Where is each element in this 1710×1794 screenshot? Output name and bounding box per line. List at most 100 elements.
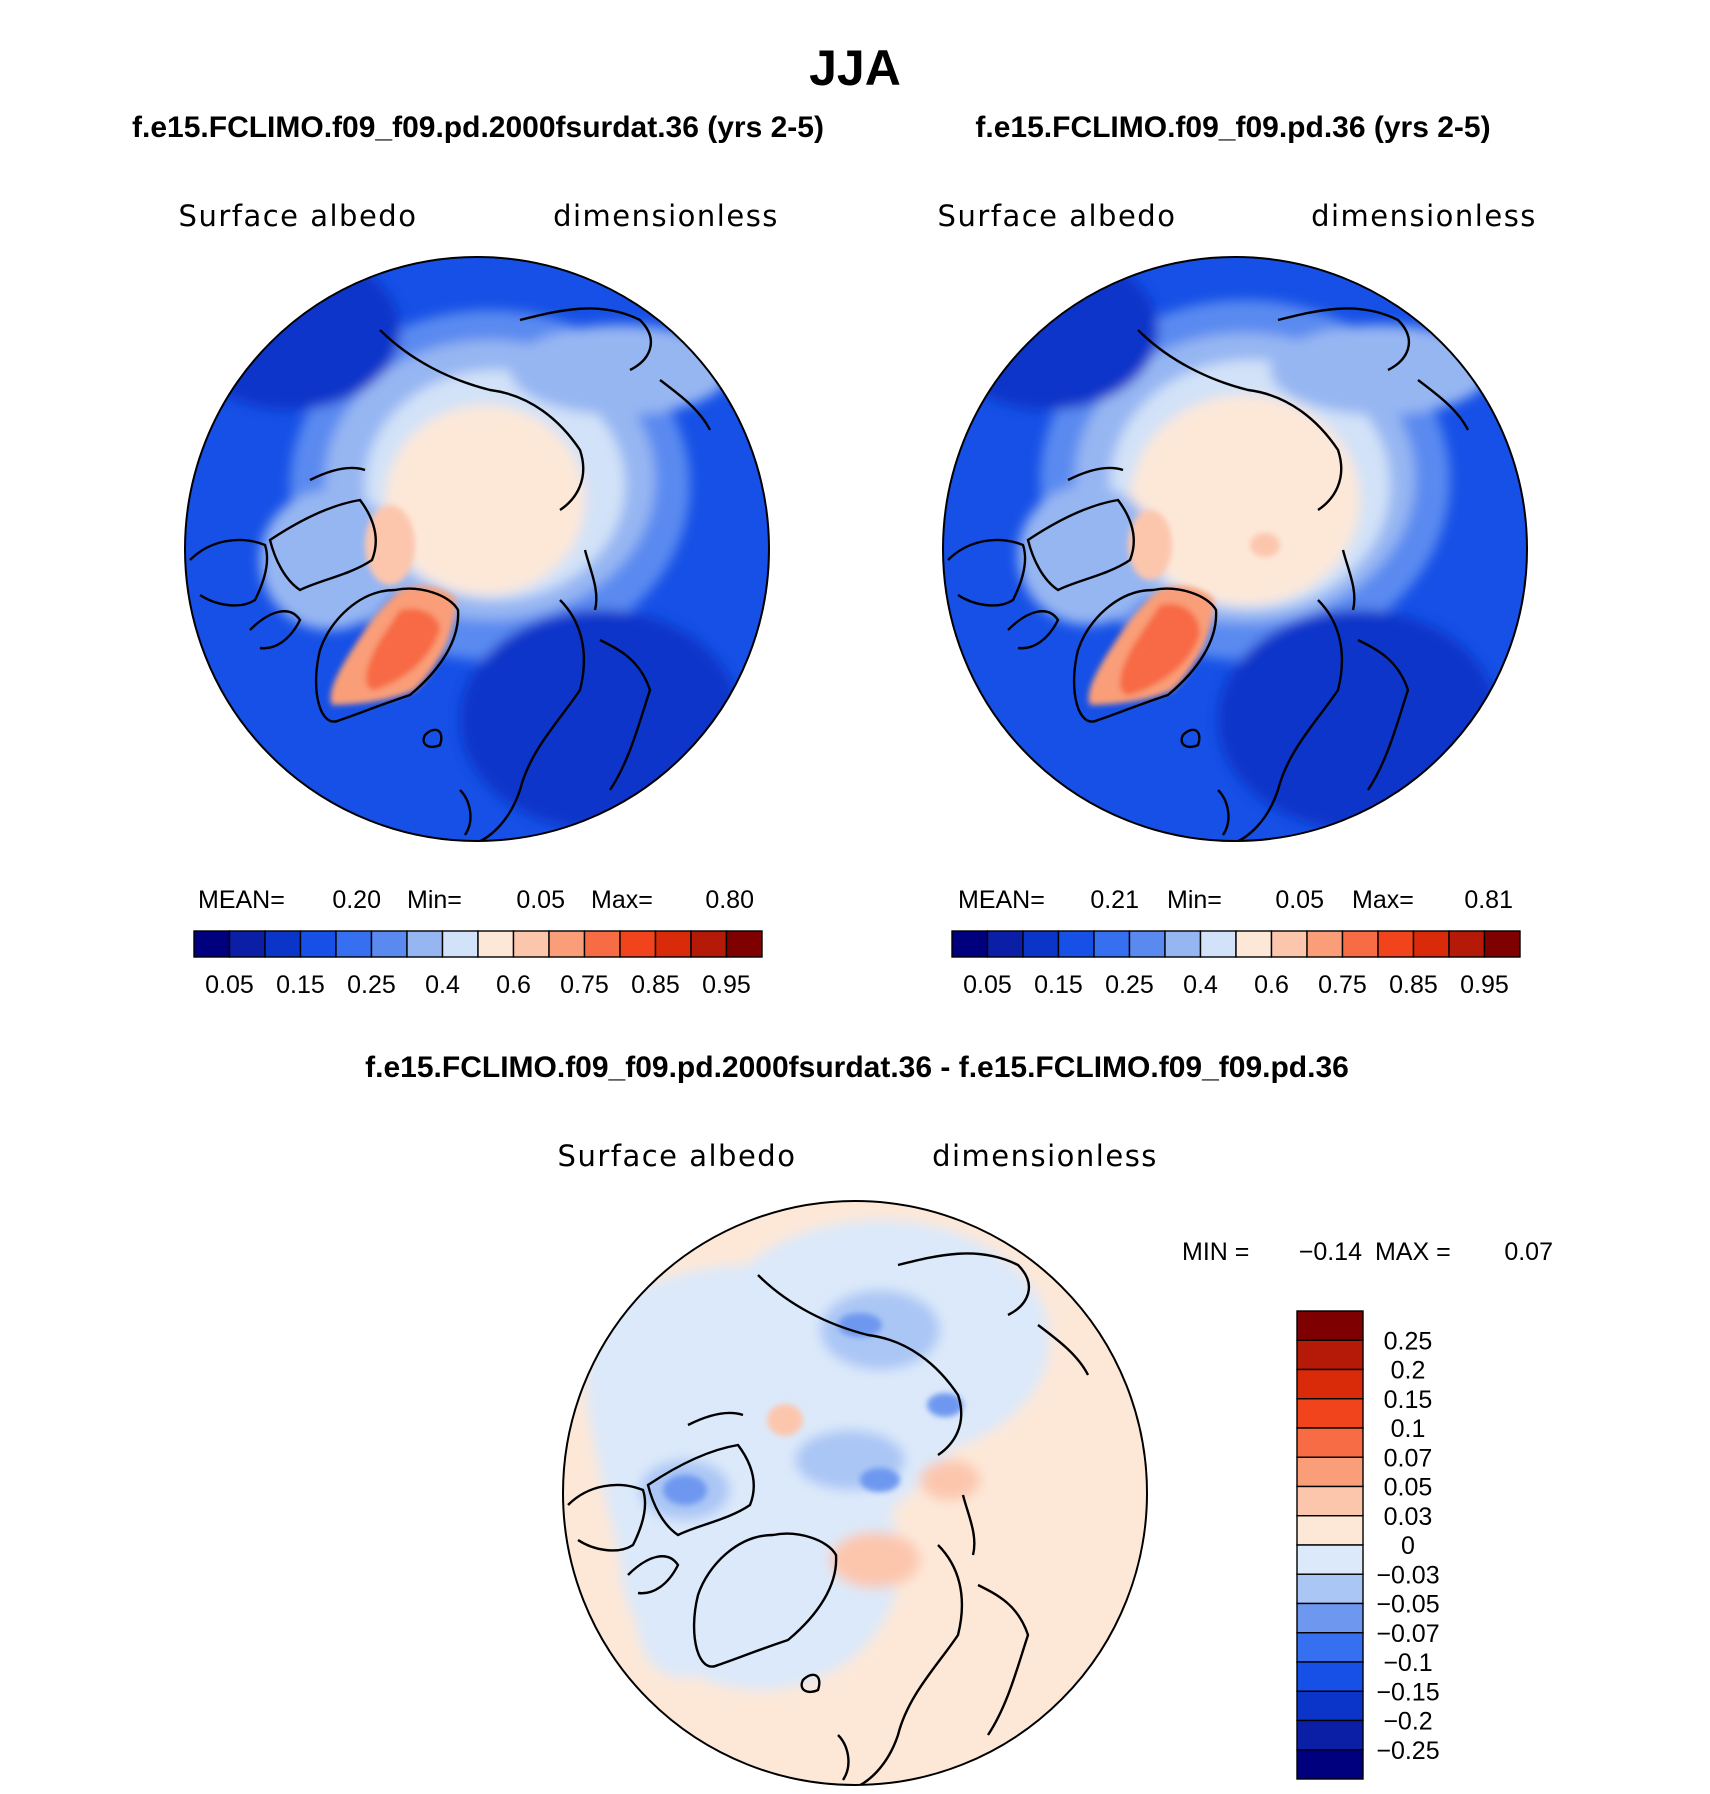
colorbar-tick-label: −0.03 xyxy=(1376,1561,1439,1589)
panel-difference: f.e15.FCLIMO.f09_f09.pd.2000fsurdat.36 -… xyxy=(365,1051,1553,1786)
colorbar-swatch xyxy=(1057,930,1095,958)
coastlines xyxy=(189,307,712,841)
figure-title: JJA xyxy=(809,40,901,96)
colorbar-swatch xyxy=(1296,1749,1364,1780)
colorbar-swatch xyxy=(1164,930,1202,958)
colorbar-swatch xyxy=(1296,1573,1364,1605)
colorbar-swatch xyxy=(1296,1310,1364,1341)
colorbar-tick-label: 0.95 xyxy=(1460,971,1509,999)
colorbar-tick-label: −0.15 xyxy=(1376,1678,1439,1706)
negative-core-4 xyxy=(927,1393,963,1417)
north-pacific-dark xyxy=(943,257,1158,410)
colorbar-tick-label: 0.6 xyxy=(496,971,531,999)
ellesmere-ice xyxy=(365,505,415,585)
panel-title: f.e15.FCLIMO.f09_f09.pd.36 (yrs 2-5) xyxy=(975,111,1490,144)
colorbar-swatch xyxy=(1199,930,1237,958)
coastlines xyxy=(567,1252,1090,1785)
colorbar-swatch xyxy=(1296,1544,1364,1575)
panel-title: f.e15.FCLIMO.f09_f09.pd.2000fsurdat.36 (… xyxy=(132,111,824,144)
colorbar-swatch xyxy=(335,930,373,958)
colorbar-tick-label: 0.2 xyxy=(1391,1357,1426,1385)
colorbar-swatch xyxy=(477,930,515,958)
colorbar-tick-label: 0 xyxy=(1401,1532,1415,1560)
colorbar: 0.05 0.15 0.25 0.4 0.6 0.75 0.85 0.95 xyxy=(193,930,763,999)
stats-line: MEAN= 0.20 Min= 0.05 Max= 0.80 xyxy=(198,886,754,914)
colorbar-tick-label: −0.25 xyxy=(1376,1737,1439,1765)
colorbar-tick-label: 0.15 xyxy=(1384,1386,1433,1414)
greenland-core xyxy=(1119,604,1200,695)
colorbar-swatch xyxy=(264,930,302,958)
colorbar-swatch xyxy=(619,930,657,958)
ellesmere-ice xyxy=(1128,510,1172,580)
map-border xyxy=(562,1200,1148,1786)
canadian-archipelago xyxy=(1018,485,1158,625)
colorbar-swatch xyxy=(1306,930,1344,958)
mean-value: 0.21 xyxy=(1090,886,1139,914)
colorbar-tick-label: 0.85 xyxy=(631,971,680,999)
colorbar-tick-label: 0.25 xyxy=(1105,971,1154,999)
colorbar-swatch xyxy=(1093,930,1131,958)
colorbar-tick-label: 0.95 xyxy=(702,971,751,999)
colorbar-swatch xyxy=(370,930,408,958)
siberia-coast xyxy=(1270,325,1490,415)
colorbar-swatch xyxy=(1128,930,1166,958)
colorbar-swatch xyxy=(228,930,266,958)
colorbar-tick-label: 0.15 xyxy=(1034,971,1083,999)
colorbar-swatch xyxy=(1296,1456,1364,1488)
units-label: dimensionless xyxy=(932,1139,1158,1173)
colorbar-swatch xyxy=(1296,1368,1364,1400)
colorbar-tick-label: 0.15 xyxy=(276,971,325,999)
panel-test: f.e15.FCLIMO.f09_f09.pd.2000fsurdat.36 (… xyxy=(132,111,824,999)
max-value: 0.07 xyxy=(1504,1238,1553,1266)
colorbar-tick-label: −0.1 xyxy=(1383,1649,1432,1677)
colorbar-tick-label: 0.4 xyxy=(425,971,460,999)
colorbar-swatch xyxy=(1377,930,1415,958)
max-label: Max= xyxy=(1352,886,1414,914)
colorbar-swatch xyxy=(1296,1632,1364,1663)
colorbar-swatch xyxy=(1296,1661,1364,1692)
colorbar-swatch xyxy=(406,930,444,958)
mean-label: MEAN= xyxy=(958,886,1045,914)
colorbar-swatch xyxy=(1448,930,1486,958)
min-label: Min= xyxy=(407,886,462,914)
colorbar-swatch xyxy=(1483,930,1521,958)
polar-map xyxy=(943,257,1527,841)
colorbar-tick-label: −0.05 xyxy=(1376,1591,1439,1619)
units-label: dimensionless xyxy=(553,199,779,233)
colorbar-swatch xyxy=(654,930,692,958)
colorbar-swatch xyxy=(1296,1515,1364,1546)
colorbar-tick-label: 0.6 xyxy=(1254,971,1289,999)
colorbar-tick-label: 0.07 xyxy=(1384,1444,1433,1472)
colorbar-tick-label: 0.05 xyxy=(1384,1474,1433,1502)
greenland-core xyxy=(365,608,440,690)
min-value: 0.05 xyxy=(1275,886,1324,914)
sea-ice-core xyxy=(385,405,585,595)
colorbar-swatch xyxy=(548,930,586,958)
colorbar-swatch xyxy=(1022,930,1060,958)
negative-core-2 xyxy=(860,1468,900,1492)
colorbar-tick-label: 0.25 xyxy=(1384,1327,1433,1355)
min-value: −0.14 xyxy=(1299,1238,1362,1266)
stats-line: MIN = −0.14 MAX = 0.07 xyxy=(1182,1238,1553,1266)
colorbar-tick-label: −0.07 xyxy=(1376,1620,1439,1648)
colorbar-swatch xyxy=(1235,930,1273,958)
polar-map xyxy=(563,1201,1147,1785)
min-value: 0.05 xyxy=(516,886,565,914)
max-label: Max= xyxy=(591,886,653,914)
europe-dark xyxy=(460,610,740,830)
siberia-coast xyxy=(510,325,730,415)
colorbar-swatch xyxy=(193,930,231,958)
colorbar-swatch xyxy=(1296,1339,1364,1371)
colorbar-swatch xyxy=(986,930,1024,958)
panel-title: f.e15.FCLIMO.f09_f09.pd.2000fsurdat.36 -… xyxy=(365,1051,1349,1084)
positive-core-1 xyxy=(767,1404,803,1436)
siberian-ice-patch xyxy=(1250,533,1280,557)
variable-label: Surface albedo xyxy=(938,199,1177,233)
variable-label: Surface albedo xyxy=(179,199,418,233)
min-label: MIN = xyxy=(1182,1238,1249,1266)
colorbar-swatch xyxy=(512,930,550,958)
north-pacific-dark xyxy=(185,257,400,410)
negative-core-1 xyxy=(663,1475,707,1505)
colorbar: 0.250.20.150.10.070.050.030−0.03−0.05−0.… xyxy=(1296,1310,1440,1780)
